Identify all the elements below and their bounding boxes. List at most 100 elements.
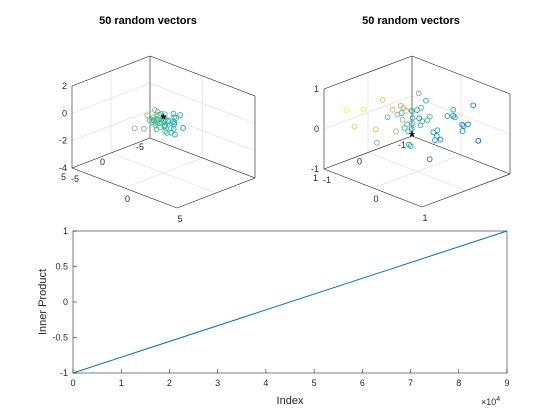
y-axis-label: Inner Product — [37, 269, 49, 335]
data-point — [159, 119, 165, 126]
y-tick-label: 5 — [61, 172, 66, 182]
scatter3d-2: 50 random vectors -1 0 1 1 0 -1 -1 0 1 * — [311, 15, 511, 223]
axis-edge — [71, 55, 151, 87]
z-tick-label: 0 — [62, 108, 67, 118]
scatter3d-1-title: 50 random vectors — [99, 15, 197, 27]
data-point — [475, 137, 482, 144]
data-point — [152, 122, 159, 129]
data-point — [153, 112, 160, 118]
series-line — [72, 230, 508, 374]
data-point — [146, 117, 153, 124]
x-tick-label: -1 — [323, 175, 331, 185]
data-point — [153, 116, 160, 122]
data-point — [433, 133, 440, 139]
scatter3d-1: 50 random vectors -4 -2 0 2 5 0 -5 -5 0 5 * — [59, 15, 256, 224]
z-tick-label: -1 — [311, 164, 319, 174]
data-point — [162, 122, 169, 129]
y-tick-label: -1 — [398, 140, 406, 150]
data-point — [470, 102, 477, 109]
data-point — [418, 104, 424, 111]
origin-marker: * — [409, 128, 415, 144]
data-point — [405, 128, 411, 135]
axis-edge — [411, 55, 511, 95]
y-tick-label: -5 — [136, 142, 144, 152]
data-point — [407, 143, 414, 149]
data-point — [409, 120, 415, 127]
data-point — [401, 125, 408, 131]
data-point — [180, 125, 186, 131]
y-tick-label: 1 — [313, 173, 318, 183]
grid-line — [110, 152, 217, 194]
y-tick-label: 0 — [100, 157, 105, 167]
data-point — [450, 106, 457, 113]
data-point — [374, 140, 380, 146]
data-point — [393, 128, 399, 135]
line-plot: 0 1 2 3 4 5 6 7 8 9 -1 -0.5 0 0.5 1 Index Inner Produc… — [37, 226, 510, 407]
data-point — [141, 125, 147, 132]
data-point — [424, 117, 431, 124]
data-point — [171, 121, 178, 127]
axis-edge — [149, 55, 256, 97]
data-point — [177, 112, 184, 118]
data-point — [452, 114, 458, 121]
y-tick-label: 1 — [63, 226, 68, 236]
data-point — [156, 112, 163, 118]
data-point — [397, 102, 404, 109]
data-point — [389, 106, 396, 113]
data-point — [150, 117, 157, 123]
axis-edge — [323, 168, 423, 208]
x-exponent-base: ×10 — [481, 397, 496, 407]
data-point — [399, 116, 406, 123]
data-point — [151, 107, 158, 113]
axis-edge — [176, 177, 256, 209]
y-tick-label: -0.5 — [52, 333, 68, 343]
y-tick-label: 0.5 — [55, 262, 68, 272]
z-tick-label: 0 — [314, 124, 319, 134]
x-tick-label: 4 — [263, 378, 268, 388]
data-point — [161, 111, 168, 118]
data-point — [343, 107, 350, 113]
grid-line — [367, 152, 467, 191]
data-point — [164, 130, 170, 136]
x-tick-label: 0 — [373, 194, 378, 204]
x-tick-label: 7 — [408, 378, 413, 388]
data-point — [351, 123, 358, 130]
data-point — [416, 115, 423, 122]
x-tick-label: 0 — [70, 378, 75, 388]
data-point — [409, 114, 416, 121]
axis-edge — [323, 135, 413, 170]
x-axis-label: Index — [277, 395, 304, 407]
x-tick-label: 3 — [215, 378, 220, 388]
scatter3d-2-title: 50 random vectors — [362, 15, 460, 27]
data-point — [170, 110, 177, 117]
x-exponent-power: 4 — [496, 396, 500, 403]
x-tick-label: 0 — [125, 194, 130, 204]
y-tick-label: 0 — [63, 297, 68, 307]
z-tick-label: -4 — [59, 163, 67, 173]
data-point — [144, 112, 151, 119]
data-point — [430, 129, 437, 136]
data-point — [379, 97, 386, 103]
x-tick-label: 9 — [504, 378, 509, 388]
data-point — [437, 136, 444, 143]
axis-edge — [411, 135, 511, 175]
data-point — [394, 111, 401, 118]
x-tick-label: 5 — [312, 378, 317, 388]
data-point — [444, 113, 451, 119]
data-point — [419, 118, 426, 125]
data-point — [423, 97, 429, 104]
x-tick-label: -5 — [71, 174, 79, 184]
x-tick-label: 2 — [167, 378, 172, 388]
x-tick-label: 6 — [360, 378, 365, 388]
data-point — [465, 121, 471, 128]
data-point — [426, 156, 433, 163]
data-point — [409, 108, 415, 114]
data-point — [168, 129, 175, 136]
data-point — [459, 121, 466, 128]
x-tick-label: 1 — [422, 213, 427, 223]
axis-edge — [71, 167, 178, 209]
data-point — [372, 126, 379, 133]
data-point — [173, 115, 179, 121]
axis-edge — [149, 137, 256, 179]
